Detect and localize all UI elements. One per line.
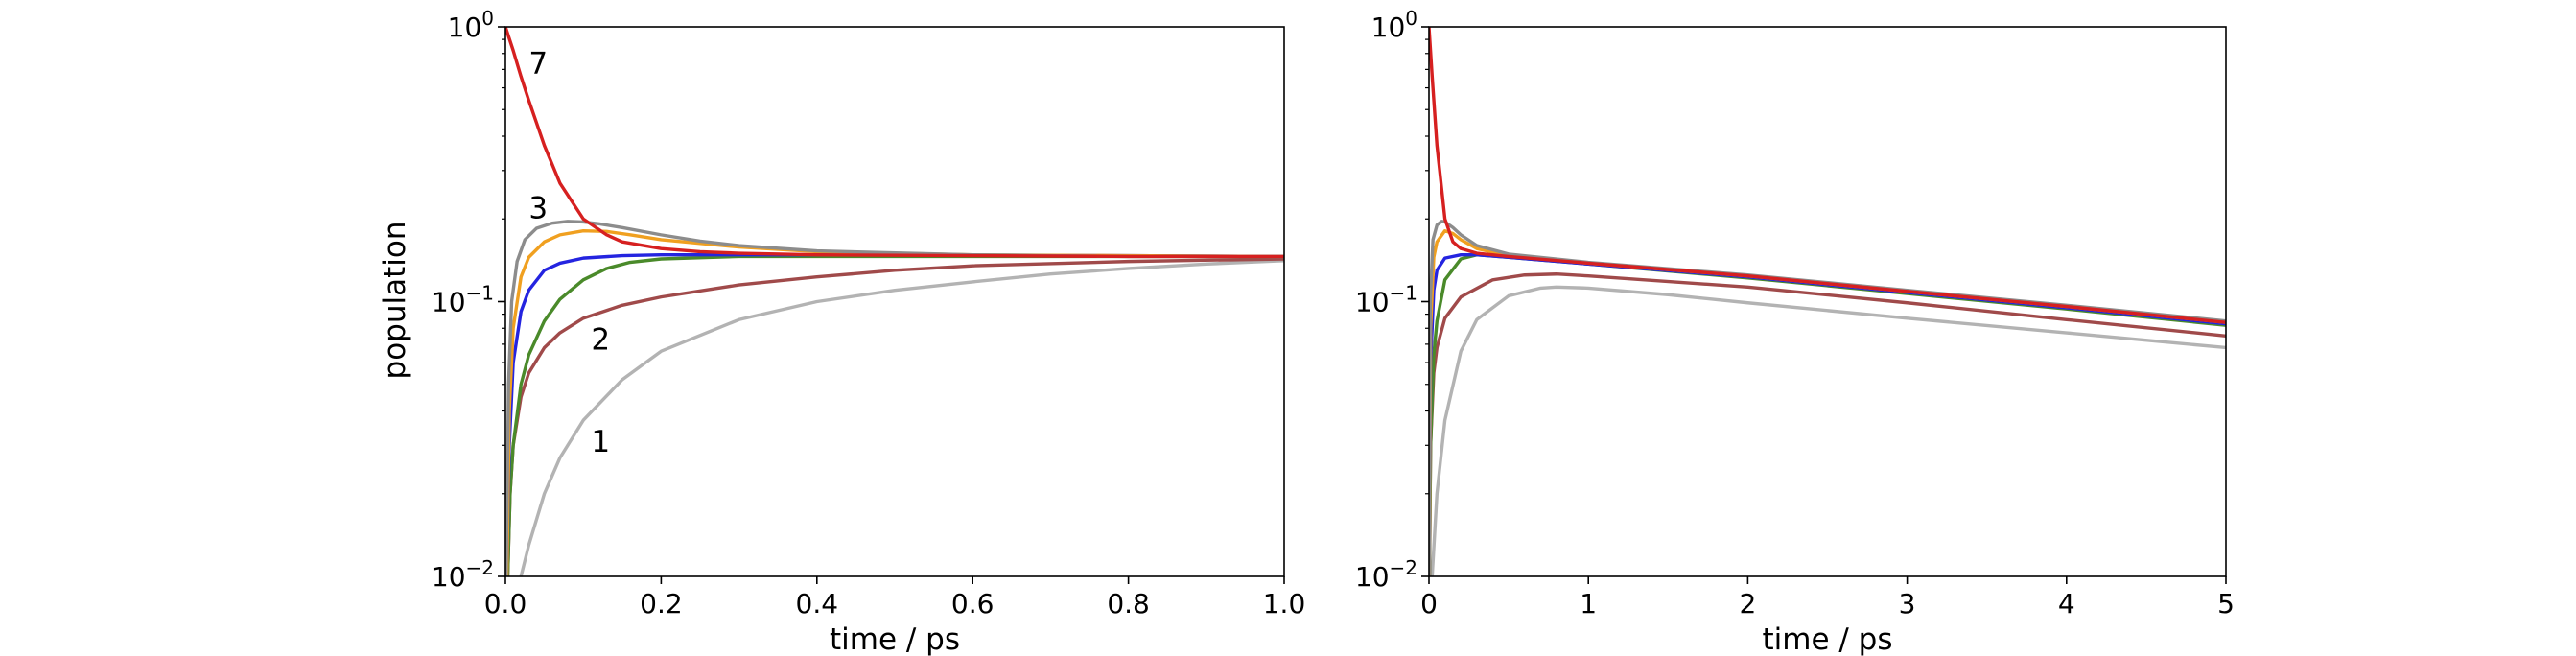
left-y-tick-label: 10−1	[432, 282, 494, 318]
left-y-tick-label: 100	[448, 7, 494, 43]
left-x-tick-label: 0.8	[1107, 588, 1150, 620]
right-x-tick-label: 1	[1580, 588, 1597, 620]
right-plot-panel: 0 1 2 3 4 5 10−2 10−1 100 time / ps	[1355, 7, 2235, 656]
right-x-tick-label: 2	[1739, 588, 1756, 620]
left-x-tick-label: 0.4	[796, 588, 839, 620]
left-x-tick-label: 0.2	[640, 588, 683, 620]
right-y-tick-label: 10−2	[1355, 556, 1417, 593]
right-x-tick-label: 3	[1899, 588, 1916, 620]
left-x-tick-label: 0.0	[484, 588, 527, 620]
left-curve-label-1: 1	[591, 425, 610, 459]
right-x-tick-label: 5	[2217, 588, 2235, 620]
left-series-line-6	[505, 220, 1284, 576]
left-series-line-2	[505, 257, 1284, 576]
left-series-line-5	[505, 228, 1284, 576]
left-plot-panel: 0.0 0.2 0.4 0.6 0.8 1.0 10−2 10−1 100 time / ps 7 3…	[432, 7, 1305, 656]
right-series-line-7	[1429, 27, 2226, 324]
left-curve-label-7: 7	[528, 46, 548, 81]
left-x-axis-label: time / ps	[830, 622, 960, 656]
left-y-tick-label: 10−2	[432, 556, 494, 593]
right-series-line-3	[1429, 253, 2226, 576]
right-plot-frame	[1428, 26, 2227, 577]
left-series-line-4	[505, 253, 1284, 576]
left-series-line-7	[505, 27, 1284, 259]
right-series-line-4	[1429, 253, 2226, 576]
left-x-tick-label: 0.6	[951, 588, 995, 620]
right-series-line-2	[1429, 272, 2226, 576]
right-x-tick-label: 4	[2058, 588, 2075, 620]
right-x-axis-label: time / ps	[1762, 622, 1892, 656]
left-curve-label-3: 3	[528, 191, 548, 225]
right-series-group	[1429, 27, 2226, 576]
left-series-group	[505, 27, 1284, 576]
left-plot-frame	[504, 26, 1285, 577]
right-y-tick-label: 10−1	[1355, 282, 1417, 318]
left-curve-label-2: 2	[591, 323, 610, 358]
right-y-tick-label: 100	[1371, 7, 1417, 43]
right-x-tick-label: 0	[1420, 588, 1438, 620]
y-axis-label: population	[378, 222, 412, 380]
left-x-tick-label: 1.0	[1263, 588, 1306, 620]
right-series-line-1	[1430, 285, 2226, 576]
left-series-line-1	[519, 259, 1284, 576]
